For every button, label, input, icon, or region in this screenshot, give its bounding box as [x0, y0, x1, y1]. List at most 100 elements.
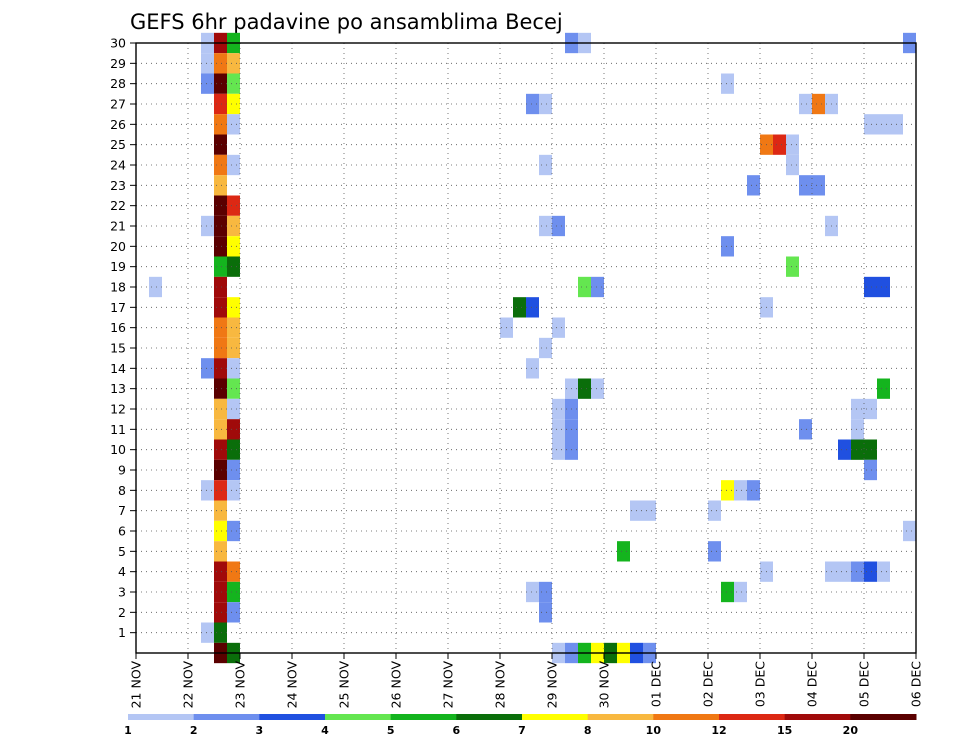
- heatmap-cell: [864, 459, 877, 481]
- x-tick-label: 26 NOV: [389, 661, 404, 709]
- colorbar-label: 10: [646, 724, 662, 737]
- y-tick-label: 6: [118, 524, 126, 539]
- heatmap-cell: [227, 154, 240, 176]
- heatmap-cell: [734, 480, 747, 501]
- heatmap-cell: [721, 73, 734, 94]
- heatmap-cell: [539, 602, 552, 623]
- x-tick-label: 22 NOV: [181, 661, 196, 709]
- colorbar-label: 12: [711, 724, 726, 737]
- y-tick-label: 1: [118, 625, 126, 640]
- heatmap-cell: [851, 439, 864, 460]
- heatmap-cell: [552, 419, 565, 440]
- heatmap-cell: [643, 500, 656, 521]
- x-tick-label: 21 NOV: [129, 661, 144, 709]
- heatmap-cell: [851, 419, 864, 440]
- heatmap-cell: [526, 93, 539, 115]
- chart-title: GEFS 6hr padavine po ansamblima Becej: [130, 10, 563, 34]
- colorbar-label: 6: [453, 724, 461, 737]
- heatmap-cell: [227, 53, 240, 74]
- x-tick-label: 24 NOV: [285, 661, 300, 709]
- heatmap-cell: [786, 154, 799, 176]
- heatmap-cell: [747, 175, 760, 196]
- heatmap-cell: [708, 500, 721, 521]
- heatmap-cell: [214, 215, 227, 237]
- colorbar-swatch: [850, 714, 917, 720]
- dotted-grid: [136, 42, 916, 653]
- heatmap-cell: [552, 439, 565, 460]
- heatmap-cell: [214, 561, 227, 582]
- heatmap-cell: [201, 622, 214, 643]
- y-tick-label: 18: [110, 280, 126, 295]
- colorbar-swatch: [325, 714, 392, 720]
- heatmap-cell: [214, 317, 227, 338]
- heatmap-cell: [214, 520, 227, 542]
- x-tick-label: 06 DEC: [909, 661, 924, 707]
- heatmap-cell: [214, 195, 227, 216]
- heatmap-cell: [721, 236, 734, 257]
- y-tick-label: 8: [118, 483, 126, 498]
- x-tick-label: 28 NOV: [493, 661, 508, 709]
- heatmap-cell: [799, 419, 812, 440]
- colorbar-swatch: [390, 714, 457, 720]
- heatmap-cell: [214, 398, 227, 420]
- heatmap-cell: [214, 154, 227, 176]
- heatmap-cell: [214, 297, 227, 318]
- heatmap-cell: [539, 215, 552, 237]
- y-tick-label: 15: [110, 341, 126, 356]
- y-tick-label: 2: [118, 605, 126, 620]
- y-tick-label: 17: [110, 300, 126, 315]
- heatmap-cell: [877, 114, 890, 135]
- heatmap-cell: [214, 541, 227, 562]
- heatmap-cell: [227, 317, 240, 338]
- colorbar-label: 15: [777, 724, 792, 737]
- heatmap-cell: [539, 154, 552, 176]
- colorbar-swatch: [653, 714, 720, 720]
- heatmap-cell: [201, 215, 214, 237]
- heatmap-cell: [812, 93, 825, 115]
- colorbar-label: 4: [321, 724, 329, 737]
- heatmap-cell: [227, 195, 240, 216]
- heatmap-cell: [214, 276, 227, 298]
- y-tick-label: 22: [110, 198, 126, 213]
- heatmap-cell: [214, 93, 227, 115]
- y-tick-label: 27: [110, 97, 126, 112]
- colorbar-swatch: [784, 714, 851, 720]
- y-tick-label: 20: [110, 239, 126, 254]
- y-tick-label: 11: [110, 422, 126, 437]
- heatmap-cell: [214, 73, 227, 94]
- heatmap-cell: [201, 73, 214, 94]
- heatmap-cell: [201, 480, 214, 501]
- y-tick-label: 7: [118, 503, 126, 518]
- x-tick-label: 30 NOV: [597, 661, 612, 709]
- y-axis-ticks: 1234567891011121314151617181920212223242…: [110, 36, 136, 640]
- heatmap-cell: [773, 134, 786, 155]
- heatmap-cell: [552, 317, 565, 338]
- x-tick-label: 03 DEC: [753, 661, 768, 707]
- heatmap-cell: [214, 480, 227, 501]
- colorbar-label: 20: [843, 724, 859, 737]
- heatmap-cell: [227, 93, 240, 115]
- heatmap-cell: [786, 256, 799, 277]
- colorbar-swatch: [128, 714, 195, 720]
- heatmap-cell: [227, 581, 240, 603]
- heatmap-cell: [214, 53, 227, 74]
- heatmap-cell: [864, 439, 877, 460]
- colorbar-label: 1: [124, 724, 132, 737]
- heatmap-cell: [838, 561, 851, 582]
- heatmap-cell: [526, 358, 539, 379]
- x-tick-label: 29 NOV: [545, 661, 560, 709]
- heatmap-cell: [227, 459, 240, 481]
- heatmap-cell: [851, 561, 864, 582]
- heatmap-cell: [227, 520, 240, 542]
- colorbar-swatch: [456, 714, 523, 720]
- x-tick-label: 04 DEC: [805, 661, 820, 707]
- heatmap-cell: [552, 215, 565, 237]
- y-tick-label: 29: [110, 56, 126, 71]
- heatmap-cell: [578, 276, 591, 298]
- heatmap-cell: [214, 439, 227, 460]
- y-tick-label: 25: [110, 137, 126, 152]
- heatmap-cell: [539, 581, 552, 603]
- colorbar-label: 3: [256, 724, 264, 737]
- colorbar-label: 8: [584, 724, 592, 737]
- y-tick-label: 21: [110, 219, 126, 234]
